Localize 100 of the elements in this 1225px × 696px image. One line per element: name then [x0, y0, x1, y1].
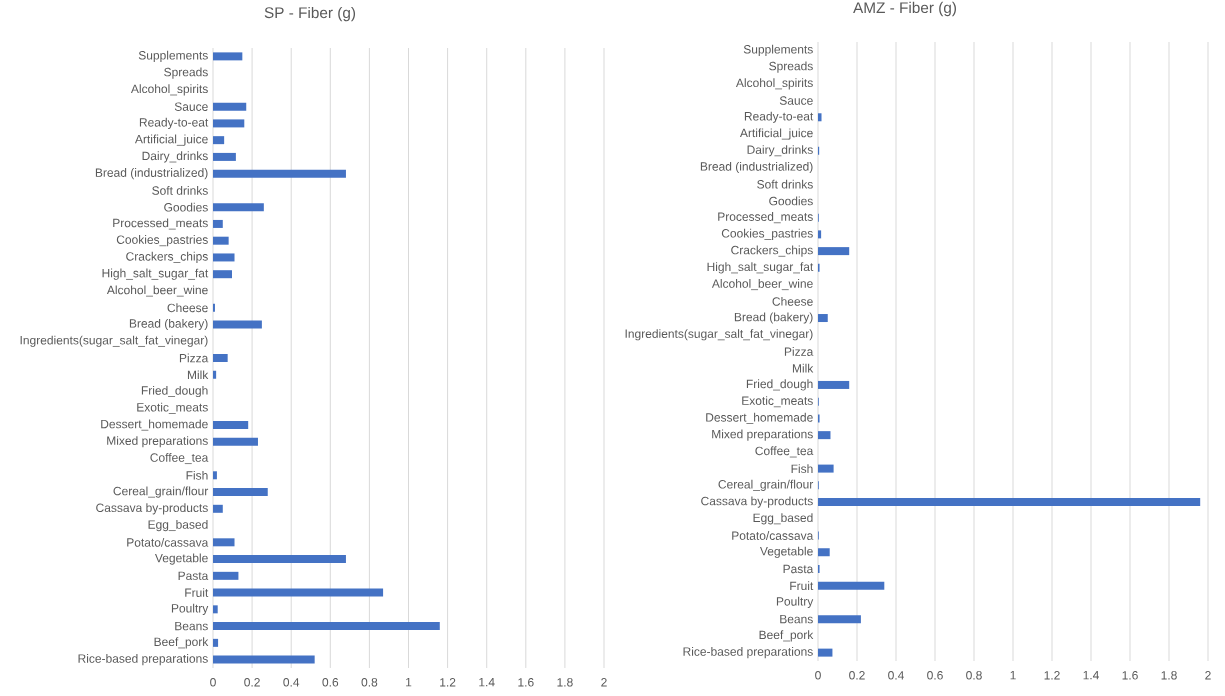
- y-tick-label: Beans: [780, 614, 813, 624]
- y-tick-label: Goodies: [769, 196, 813, 206]
- chart-title: SP - Fiber (g): [264, 6, 356, 22]
- y-tick-label: Processed_meats: [718, 212, 813, 224]
- bar: [213, 421, 249, 430]
- y-tick-label: Spreads: [164, 67, 208, 79]
- y-tick-label: Mixed preparations: [107, 436, 208, 448]
- y-tick-label: Cereal_grain/flour: [718, 479, 814, 491]
- y-tick-label: Ingredients(sugar_salt_fat_vinegar): [20, 335, 208, 347]
- y-tick-label: Cookies_pastries: [116, 235, 208, 247]
- bar: [818, 464, 834, 473]
- chart-title: AMZ - Fiber (g): [853, 1, 957, 17]
- y-tick-label: Cheese: [167, 303, 208, 313]
- y-tick-label: Crackers_chips: [731, 245, 813, 257]
- y-tick-label: Pizza: [784, 347, 814, 356]
- x-tick-label: 1.8: [557, 678, 573, 687]
- bar: [213, 488, 268, 497]
- x-tick-label: 2: [601, 678, 607, 687]
- y-tick-label: Ready-to-eat: [744, 111, 814, 123]
- y-tick-label: Dessert_homemade: [706, 412, 813, 424]
- bar: [818, 648, 833, 657]
- bar: [213, 471, 217, 480]
- x-tick-label: 1: [1010, 671, 1016, 680]
- y-tick-label: Potato/cassava: [732, 531, 814, 540]
- y-tick-label: Poultry: [776, 596, 814, 609]
- bar: [818, 230, 822, 239]
- x-tick-label: 2: [1205, 671, 1211, 680]
- x-tick-label: 0.4: [283, 678, 300, 687]
- y-tick-label: Pasta: [178, 571, 209, 581]
- bar: [213, 136, 225, 145]
- y-tick-label: Fish: [791, 464, 813, 474]
- x-tick-label: 0.8: [361, 678, 378, 687]
- bar: [818, 431, 831, 440]
- y-tick-label: Alcohol_beer_wine: [106, 285, 208, 297]
- bar: [213, 622, 440, 631]
- y-tick-label: Artificial_juice: [739, 128, 813, 140]
- y-tick-label: Cereal_grain/flour: [113, 486, 209, 498]
- x-tick-label: 1.6: [1122, 671, 1138, 680]
- bar: [213, 370, 217, 379]
- bar: [213, 555, 346, 564]
- y-tick-label: Vegetable: [154, 553, 208, 565]
- y-tick-label: Supplements: [743, 44, 813, 56]
- y-tick-label: Egg_based: [753, 513, 813, 525]
- y-tick-label: Cassava by-products: [96, 503, 208, 515]
- bar: [213, 102, 247, 111]
- x-tick-label: 1: [406, 678, 412, 687]
- bar: [213, 605, 218, 614]
- y-tick-label: Alcohol_beer_wine: [711, 279, 813, 291]
- bar: [818, 581, 885, 590]
- x-tick-label: 1.4: [1083, 671, 1099, 680]
- x-tick-label: 1.6: [518, 678, 534, 687]
- x-tick-label: 0.2: [849, 671, 865, 680]
- x-tick-label: 1.4: [479, 678, 495, 687]
- x-tick-label: 0.2: [244, 678, 260, 687]
- bar: [213, 52, 243, 61]
- x-tick-label: 0.8: [966, 671, 982, 680]
- bar: [818, 548, 830, 557]
- x-tick-label: 1.8: [1161, 671, 1177, 680]
- bar: [818, 314, 828, 323]
- y-tick-label: Processed_meats: [113, 218, 208, 230]
- y-tick-label: Cookies_pastries: [721, 228, 813, 240]
- y-tick-label: Mixed preparations: [712, 429, 813, 441]
- bar: [213, 571, 239, 580]
- y-tick-label: High_salt_sugar_fat: [707, 262, 814, 274]
- bar: [213, 437, 258, 446]
- bar: [213, 655, 315, 664]
- bar: [213, 119, 245, 128]
- bar: [213, 504, 223, 513]
- x-tick-label: 0.6: [322, 678, 339, 687]
- bar: [213, 152, 236, 161]
- y-tick-label: Rice-based preparations: [78, 654, 208, 666]
- bar: [213, 638, 219, 647]
- bar: [213, 253, 235, 262]
- y-tick-label: Bread (bakery): [734, 312, 813, 324]
- bar: [818, 615, 861, 624]
- y-tick-label: Potato/cassava: [127, 537, 209, 547]
- bar: [818, 113, 822, 122]
- y-tick-label: Bread (bakery): [129, 318, 208, 331]
- y-tick-label: Cheese: [772, 296, 813, 306]
- bar: [818, 498, 1201, 507]
- x-tick-label: 0: [210, 678, 216, 687]
- y-tick-label: Pizza: [179, 353, 209, 363]
- bar: [818, 380, 850, 389]
- y-tick-label: Bread (industrialized): [700, 161, 813, 174]
- bar: [818, 247, 850, 256]
- y-tick-label: Supplements: [138, 50, 208, 62]
- y-tick-label: Alcohol_spirits: [130, 84, 208, 96]
- y-tick-label: Fried_dough: [141, 385, 208, 398]
- y-tick-label: Dairy_drinks: [747, 145, 813, 157]
- bar: [213, 353, 228, 362]
- y-tick-label: Fruit: [790, 581, 814, 591]
- y-tick-label: Rice-based preparations: [683, 647, 813, 659]
- y-tick-label: Bread (industrialized): [95, 168, 208, 180]
- x-tick-label: 0: [815, 671, 821, 680]
- y-tick-label: Coffee_tea: [150, 453, 209, 465]
- y-tick-label: Spreads: [769, 61, 813, 73]
- y-tick-label: Artificial_juice: [134, 134, 208, 146]
- x-tick-label: 0.6: [927, 671, 943, 680]
- x-tick-label: 0.4: [888, 671, 904, 680]
- y-tick-label: Beans: [175, 621, 208, 631]
